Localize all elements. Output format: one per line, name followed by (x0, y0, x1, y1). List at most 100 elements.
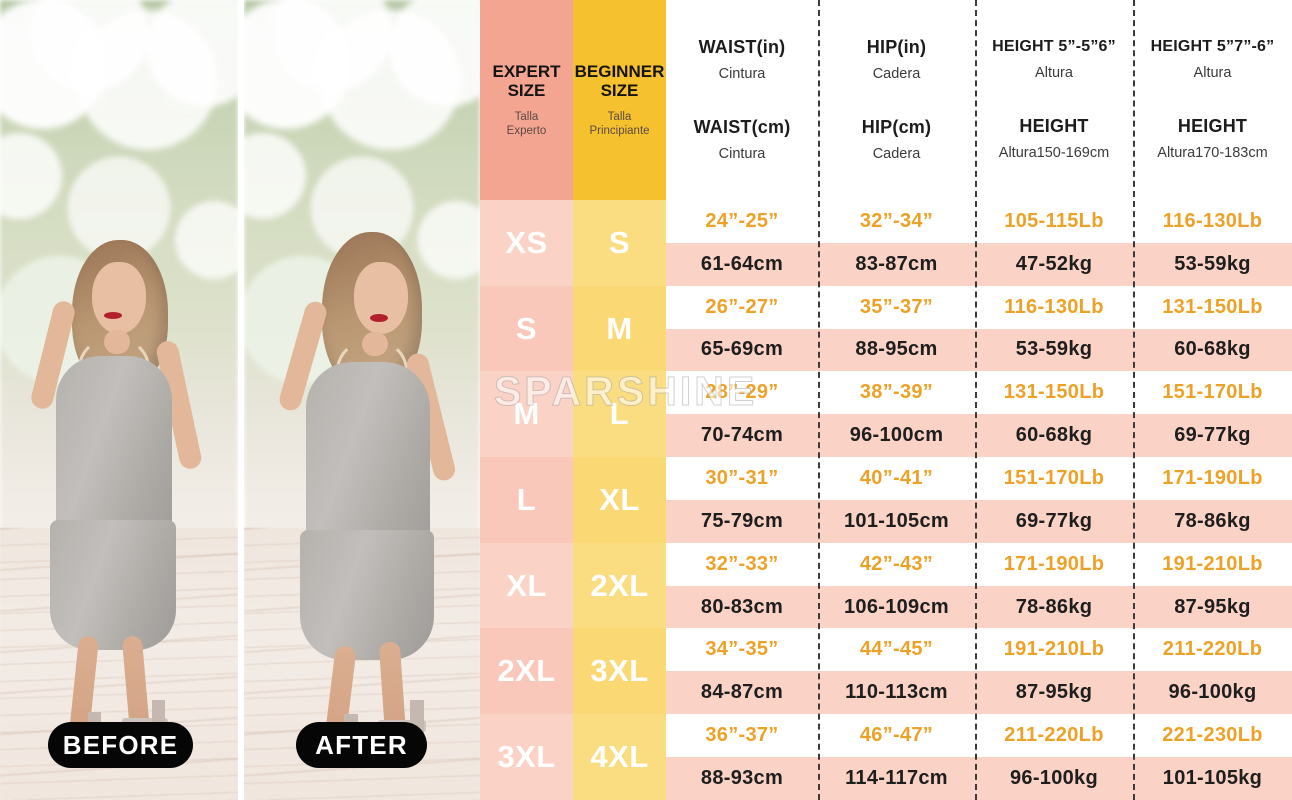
measurement-imperial: 38”-39” (818, 371, 975, 415)
header-height-tall-es: Altura (1193, 65, 1232, 82)
beginner-size-cell: XL (573, 457, 666, 543)
measurement-metric: 53-59kg (1133, 242, 1292, 286)
measurement-metric: 88-93cm (666, 756, 818, 800)
measurement-metric: 96-100cm (818, 414, 975, 458)
before-label-text: BEFORE (62, 729, 179, 760)
measurement-metric: 78-86kg (975, 585, 1133, 629)
measurement-imperial: 131-150Lb (975, 371, 1133, 415)
measurement-cell: 35”-37” 88-95cm (818, 285, 975, 372)
measurement-imperial: 151-170Lb (975, 457, 1133, 500)
measurement-cell: 151-170Lb 69-77kg (975, 457, 1133, 543)
measurement-metric: 83-87cm (818, 242, 975, 286)
measurement-metric: 96-100kg (1133, 671, 1292, 715)
header-height-tall: HEIGHT 5”7”-6” Altura HEIGHT Altura170-1… (1133, 0, 1292, 200)
measurement-imperial: 191-210Lb (1133, 542, 1292, 586)
header-height-short: HEIGHT 5”-5”6” Altura HEIGHT Altura150-1… (975, 0, 1133, 200)
measurement-imperial: 26”-27” (666, 285, 818, 329)
measurement-metric: 69-77kg (975, 499, 1133, 543)
header-height-tall-cm: Altura170-183cm (1157, 145, 1268, 162)
header-waist-cm: WAIST(cm) (693, 117, 791, 137)
measurement-metric: 87-95kg (1133, 585, 1292, 629)
measurement-cell: 171-190Lb 78-86kg (975, 542, 1133, 629)
measurement-metric: 80-83cm (666, 585, 818, 629)
measurement-metric: 96-100kg (975, 756, 1133, 800)
header-hip: HIP(in) Cadera HIP(cm) Cadera (818, 0, 975, 200)
header-expert-sub2: Experto (506, 124, 547, 137)
measurement-cell: 26”-27” 65-69cm (666, 285, 818, 372)
expert-size-cell: M (480, 371, 573, 458)
header-expert-sub1: Talla (514, 111, 539, 124)
measurement-imperial: 131-150Lb (1133, 285, 1292, 329)
header-hip-cm-es: Cadera (872, 146, 921, 163)
measurement-imperial: 46”-47” (818, 714, 975, 757)
after-label: AFTER (296, 722, 427, 768)
measurement-cell: 211-220Lb 96-100kg (975, 714, 1133, 800)
measurement-imperial: 34”-35” (666, 628, 818, 672)
measurement-imperial: 221-230Lb (1133, 714, 1292, 757)
measurement-cell: 131-150Lb 60-68kg (975, 371, 1133, 458)
header-beginner-sub2: Principiante (589, 124, 650, 137)
header-height-short-label: HEIGHT (1019, 115, 1089, 136)
measurement-cell: 116-130Lb 53-59kg (975, 285, 1133, 372)
measurement-imperial: 116-130Lb (1133, 200, 1292, 243)
after-photo: AFTER (244, 0, 480, 800)
header-waist-in-es: Cintura (718, 66, 766, 83)
measurement-cell: 24”-25” 61-64cm (666, 200, 818, 286)
measurement-imperial: 24”-25” (666, 200, 818, 243)
header-expert-line2: SIZE (507, 81, 546, 101)
measurement-cell: 44”-45” 110-113cm (818, 628, 975, 715)
before-after-photos: BEFORE (0, 0, 480, 800)
measurement-cell: 116-130Lb 53-59kg (1133, 200, 1292, 286)
measurement-cell: 105-115Lb 47-52kg (975, 200, 1133, 286)
header-expert-line1: EXPERT (492, 62, 561, 82)
header-waist-cm-es: Cintura (718, 146, 766, 163)
photo-divider (238, 0, 244, 800)
measurement-metric: 84-87cm (666, 671, 818, 715)
expert-size-cell: 3XL (480, 714, 573, 800)
measurement-imperial: 40”-41” (818, 457, 975, 500)
measurement-metric: 114-117cm (818, 756, 975, 800)
measurement-metric: 47-52kg (975, 242, 1133, 286)
header-expert-size: EXPERT SIZE Talla Experto (480, 0, 573, 200)
size-chart-table: EXPERT SIZE Talla Experto BEGINNER SIZE … (480, 0, 1292, 800)
measurement-metric: 78-86kg (1133, 499, 1292, 543)
beginner-size-cell: 3XL (573, 628, 666, 715)
measurement-metric: 87-95kg (975, 671, 1133, 715)
measurement-imperial: 171-190Lb (975, 542, 1133, 586)
beginner-size-cell: 4XL (573, 714, 666, 800)
measurement-imperial: 36”-37” (666, 714, 818, 757)
model-figure-before (0, 0, 238, 800)
before-label: BEFORE (48, 722, 193, 768)
measurement-imperial: 116-130Lb (975, 285, 1133, 329)
measurement-cell: 32”-33” 80-83cm (666, 542, 818, 629)
measurement-metric: 60-68kg (1133, 328, 1292, 372)
measurement-cell: 36”-37” 88-93cm (666, 714, 818, 800)
measurement-cell: 191-210Lb 87-95kg (975, 628, 1133, 715)
measurement-metric: 101-105cm (818, 499, 975, 543)
measurement-imperial: 32”-34” (818, 200, 975, 243)
measurement-metric: 65-69cm (666, 328, 818, 372)
header-beginner-line2: SIZE (600, 81, 639, 101)
measurement-cell: 28”-29” 70-74cm (666, 371, 818, 458)
measurement-imperial: 171-190Lb (1133, 457, 1292, 500)
measurement-metric: 70-74cm (666, 414, 818, 458)
measurement-cell: 171-190Lb 78-86kg (1133, 457, 1292, 543)
measurement-metric: 106-109cm (818, 585, 975, 629)
measurement-imperial: 28”-29” (666, 371, 818, 415)
before-photo: BEFORE (0, 0, 238, 800)
measurement-imperial: 44”-45” (818, 628, 975, 672)
measurement-cell: 30”-31” 75-79cm (666, 457, 818, 543)
measurement-metric: 75-79cm (666, 499, 818, 543)
measurement-imperial: 211-220Lb (975, 714, 1133, 757)
expert-size-cell: S (480, 285, 573, 372)
measurement-cell: 38”-39” 96-100cm (818, 371, 975, 458)
measurement-cell: 131-150Lb 60-68kg (1133, 285, 1292, 372)
measurement-metric: 69-77kg (1133, 414, 1292, 458)
measurement-cell: 191-210Lb 87-95kg (1133, 542, 1292, 629)
header-height-tall-label: HEIGHT (1177, 115, 1248, 136)
header-hip-cm: HIP(cm) (861, 117, 932, 137)
beginner-size-cell: 2XL (573, 542, 666, 629)
header-waist-in: WAIST(in) (698, 37, 786, 58)
beginner-size-cell: M (573, 285, 666, 372)
